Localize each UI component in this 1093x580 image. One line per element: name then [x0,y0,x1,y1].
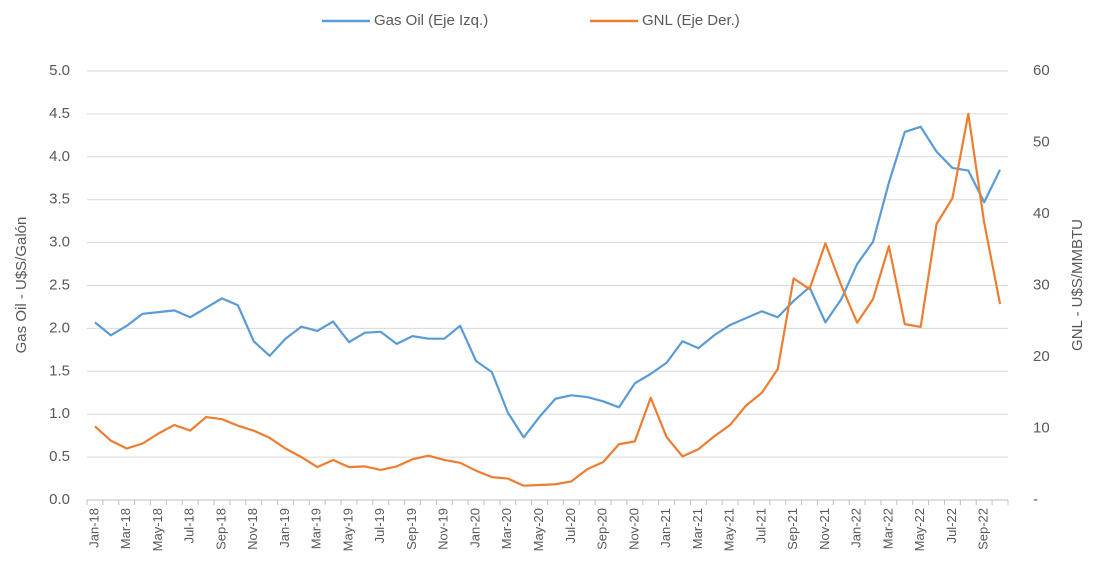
x-tick-label: Jan-20 [467,508,482,548]
y-tick-label: 2.5 [49,276,70,293]
x-tick-label: Mar-22 [880,508,895,549]
series-line [94,112,1002,487]
y2-tick-label: 40 [1033,205,1050,222]
y-tick-label: 1.5 [49,362,70,379]
y-tick-label: 2.0 [49,319,70,336]
x-tick-label: Mar-20 [499,508,514,549]
y-tick-label: 0.5 [49,448,70,465]
x-tick-label: Sep-19 [404,508,419,550]
x-tick-label: Sep-18 [213,508,228,550]
x-tick-label: May-21 [722,508,737,551]
y-tick-label: 3.0 [49,234,70,251]
x-tick-label: Jul-20 [563,508,578,543]
y2-tick-label: - [1033,491,1038,508]
x-tick-label: Jan-18 [86,508,101,548]
x-tick-label: Jul-19 [372,508,387,543]
y2-tick-label: 30 [1033,276,1050,293]
y-tick-label: 0.0 [49,491,70,508]
x-tick-label: May-18 [150,508,165,551]
x-tick-label: Mar-18 [118,508,133,549]
y-tick-label: 5.0 [49,62,70,79]
y-axis-title: Gas Oil - U$S/Galón [13,217,30,354]
x-tick-label: Mar-21 [690,508,705,549]
x-tick-label: May-19 [340,508,355,551]
x-tick-label: Jul-18 [182,508,197,543]
x-tick-label: Jan-21 [658,508,673,548]
x-tick-label: Nov-21 [817,508,832,550]
x-tick-label: Jul-22 [944,508,959,543]
y-tick-label: 4.0 [49,148,70,165]
x-tick-label: Nov-19 [436,508,451,550]
x-tick-label: Nov-20 [626,508,641,550]
y2-tick-label: 60 [1033,62,1050,79]
x-tick-label: May-20 [531,508,546,551]
x-tick-label: Jul-21 [753,508,768,543]
y-tick-label: 1.0 [49,405,70,422]
y-tick-label: 4.5 [49,105,70,122]
y2-axis-title: GNL - U$S/MMBTU [1069,219,1086,351]
x-tick-label: Mar-19 [309,508,324,549]
x-tick-label: Sep-22 [976,508,991,550]
x-tick-label: May-22 [912,508,927,551]
x-tick-label: Jan-19 [277,508,292,548]
x-tick-label: Jan-22 [849,508,864,548]
y-tick-label: 3.5 [49,191,70,208]
y2-tick-label: 50 [1033,133,1050,150]
x-tick-label: Sep-20 [595,508,610,550]
y2-tick-label: 10 [1033,419,1050,436]
legend-label: Gas Oil (Eje Izq.) [374,12,488,29]
series-line [94,125,1002,439]
y2-tick-label: 20 [1033,348,1050,365]
x-tick-label: Nov-18 [245,508,260,550]
legend-label: GNL (Eje Der.) [642,12,740,29]
x-tick-label: Sep-21 [785,508,800,550]
